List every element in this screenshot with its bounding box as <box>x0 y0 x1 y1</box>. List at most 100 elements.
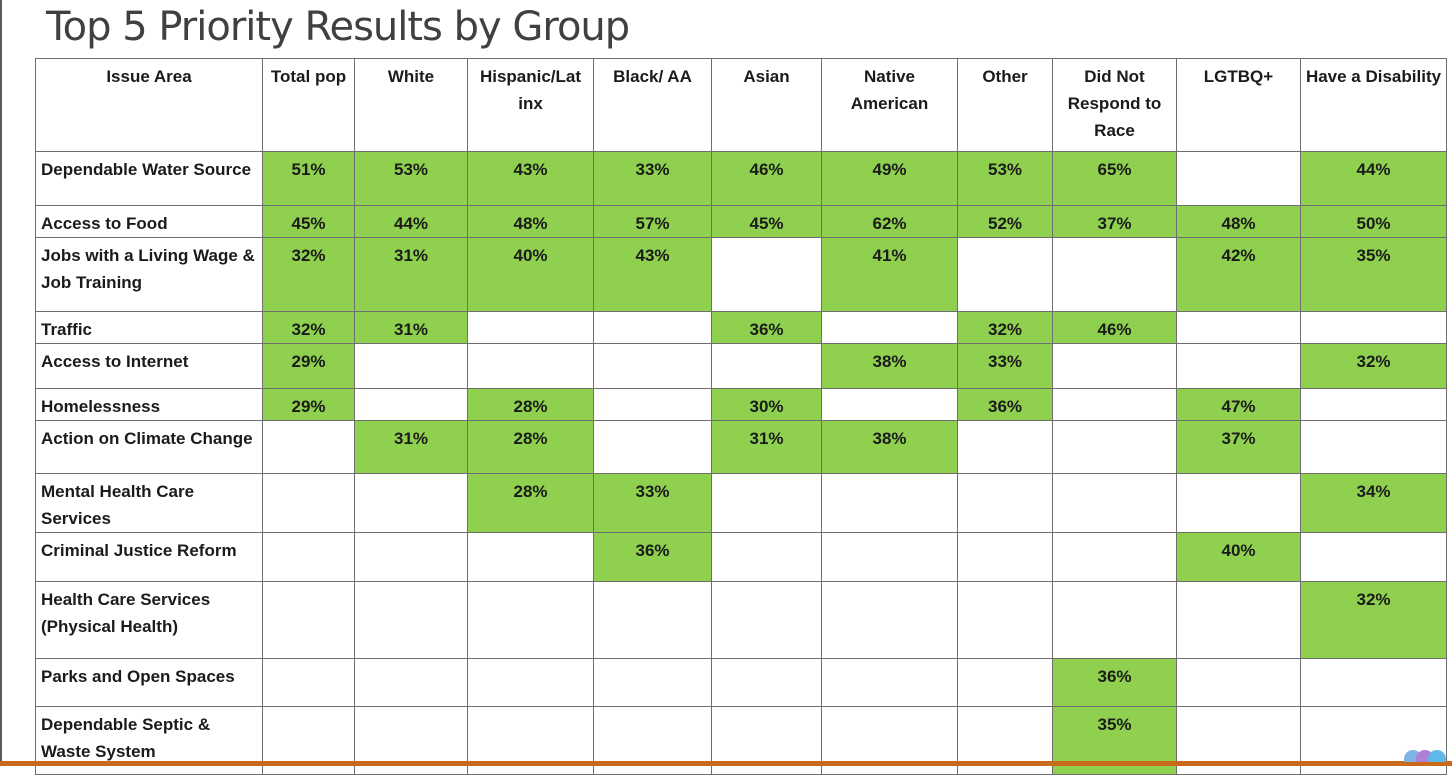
value-cell-hispanic-latinx: 28% <box>467 473 594 533</box>
corner-logo <box>1402 748 1446 762</box>
value-cell-did-not-respond <box>1052 388 1177 421</box>
value-cell-lgtbq <box>1176 343 1301 389</box>
value-cell-have-a-disability: 44% <box>1300 151 1447 206</box>
value-cell-white <box>354 473 468 533</box>
value-cell-total-pop <box>262 420 355 474</box>
value-cell-white: 44% <box>354 205 468 238</box>
value-cell-native-american <box>821 473 958 533</box>
value-cell-lgtbq: 48% <box>1176 205 1301 238</box>
value-cell-asian <box>711 473 822 533</box>
value-cell-asian: 31% <box>711 420 822 474</box>
value-cell-other <box>957 658 1053 707</box>
value-cell-did-not-respond <box>1052 343 1177 389</box>
value-cell-other: 32% <box>957 311 1053 344</box>
issue-area-cell: Access to Internet <box>35 343 263 389</box>
value-cell-white: 31% <box>354 311 468 344</box>
value-cell-black-aa: 43% <box>593 237 712 312</box>
header-row: Issue Area Total pop White Hispanic/Lat inx… <box>35 58 1447 152</box>
value-cell-lgtbq <box>1176 581 1301 659</box>
value-cell-hispanic-latinx <box>467 311 594 344</box>
value-cell-have-a-disability <box>1300 388 1447 421</box>
value-cell-black-aa <box>593 311 712 344</box>
value-cell-black-aa <box>593 388 712 421</box>
value-cell-have-a-disability <box>1300 532 1447 582</box>
issue-area-cell: Mental Health Care Services <box>35 473 263 533</box>
value-cell-have-a-disability: 32% <box>1300 343 1447 389</box>
value-cell-black-aa: 33% <box>593 151 712 206</box>
value-cell-total-pop: 32% <box>262 237 355 312</box>
value-cell-asian: 46% <box>711 151 822 206</box>
value-cell-total-pop: 51% <box>262 151 355 206</box>
value-cell-lgtbq <box>1176 311 1301 344</box>
value-cell-lgtbq: 42% <box>1176 237 1301 312</box>
priority-results-table: Issue Area Total pop White Hispanic/Lat inx… <box>35 58 1447 775</box>
value-cell-native-american <box>821 311 958 344</box>
column-header: Issue Area <box>35 58 263 152</box>
issue-area-cell: Dependable Water Source <box>35 151 263 206</box>
issue-area-cell: Access to Food <box>35 205 263 238</box>
value-cell-asian: 30% <box>711 388 822 421</box>
issue-area-cell: Traffic <box>35 311 263 344</box>
column-header: White <box>354 58 468 152</box>
value-cell-hispanic-latinx: 28% <box>467 388 594 421</box>
value-cell-white <box>354 658 468 707</box>
value-cell-white <box>354 581 468 659</box>
table-row: Homelessness 29% 28% 30% 36% 47% <box>35 388 1447 421</box>
table-row: Access to Food 45% 44% 48% 57% 45% 62% 52% 37% 48… <box>35 205 1447 238</box>
value-cell-native-american: 49% <box>821 151 958 206</box>
value-cell-black-aa <box>593 420 712 474</box>
value-cell-black-aa <box>593 658 712 707</box>
value-cell-black-aa <box>593 581 712 659</box>
value-cell-total-pop <box>262 473 355 533</box>
table-row: Jobs with a Living Wage & Job Training 32… <box>35 237 1447 312</box>
value-cell-have-a-disability: 50% <box>1300 205 1447 238</box>
value-cell-total-pop <box>262 658 355 707</box>
issue-area-cell: Action on Climate Change <box>35 420 263 474</box>
table-row: Dependable Water Source 51% 53% 43% 33% 46% 49… <box>35 151 1447 206</box>
value-cell-have-a-disability: 35% <box>1300 237 1447 312</box>
column-header: Did Not Respond to Race <box>1052 58 1177 152</box>
left-edge-line <box>0 0 2 766</box>
value-cell-did-not-respond <box>1052 473 1177 533</box>
value-cell-asian <box>711 658 822 707</box>
table-row: Health Care Services (Physical Health) 32… <box>35 581 1447 659</box>
value-cell-other <box>957 420 1053 474</box>
value-cell-have-a-disability: 32% <box>1300 581 1447 659</box>
value-cell-native-american <box>821 581 958 659</box>
value-cell-black-aa: 36% <box>593 532 712 582</box>
table-row: Criminal Justice Reform 36% 40% <box>35 532 1447 582</box>
value-cell-asian: 45% <box>711 205 822 238</box>
bottom-accent-bar <box>0 761 1452 766</box>
value-cell-white: 31% <box>354 420 468 474</box>
value-cell-hispanic-latinx: 40% <box>467 237 594 312</box>
issue-area-cell: Homelessness <box>35 388 263 421</box>
value-cell-native-american: 62% <box>821 205 958 238</box>
value-cell-white: 31% <box>354 237 468 312</box>
value-cell-white <box>354 388 468 421</box>
value-cell-black-aa <box>593 343 712 389</box>
value-cell-white: 53% <box>354 151 468 206</box>
value-cell-hispanic-latinx: 43% <box>467 151 594 206</box>
table-row: Traffic 32% 31% 36% 32% 46% <box>35 311 1447 344</box>
value-cell-total-pop: 29% <box>262 343 355 389</box>
table-row: Mental Health Care Services 28% 33% 34% <box>35 473 1447 533</box>
value-cell-black-aa: 57% <box>593 205 712 238</box>
value-cell-other <box>957 532 1053 582</box>
value-cell-native-american <box>821 658 958 707</box>
value-cell-total-pop: 45% <box>262 205 355 238</box>
column-header: LGTBQ+ <box>1176 58 1301 152</box>
value-cell-other <box>957 473 1053 533</box>
table-row: Action on Climate Change 31% 28% 31% 38% 37% <box>35 420 1447 474</box>
column-header: Other <box>957 58 1053 152</box>
value-cell-native-american: 41% <box>821 237 958 312</box>
column-header: Have a Disability <box>1300 58 1447 152</box>
value-cell-lgtbq <box>1176 658 1301 707</box>
value-cell-native-american: 38% <box>821 420 958 474</box>
value-cell-have-a-disability <box>1300 658 1447 707</box>
value-cell-total-pop: 32% <box>262 311 355 344</box>
issue-area-cell: Health Care Services (Physical Health) <box>35 581 263 659</box>
value-cell-hispanic-latinx <box>467 658 594 707</box>
value-cell-other <box>957 581 1053 659</box>
value-cell-did-not-respond <box>1052 532 1177 582</box>
value-cell-have-a-disability <box>1300 420 1447 474</box>
